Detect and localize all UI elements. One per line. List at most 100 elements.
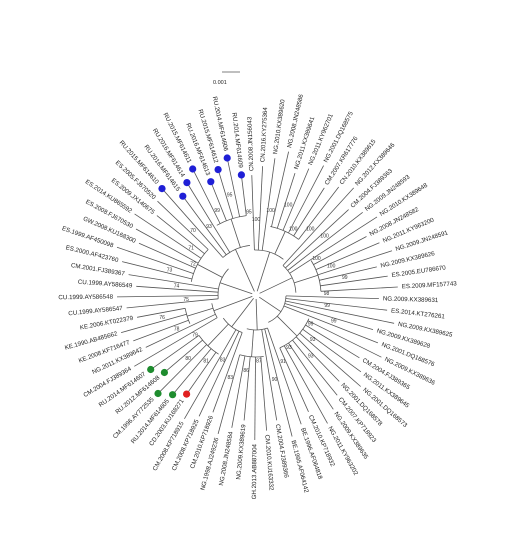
subclade-arc <box>270 226 299 240</box>
leaf-branch <box>313 236 367 265</box>
red-marker <box>183 390 191 398</box>
leaf-label: NG.2009.KX389619 <box>235 424 247 480</box>
tree-leaves: CN.2008.JN156043 CN.2016.KY275364 NG.2010.… <box>58 93 457 499</box>
leaf-branch <box>155 344 207 396</box>
leaf-label: CM.2001.FJ389367 <box>70 262 125 278</box>
leaf-branch <box>184 329 237 420</box>
leaf-branch <box>135 228 199 264</box>
leaf-branch <box>184 179 231 253</box>
scale-bar-label: 0.001 <box>213 80 227 86</box>
clade-arc <box>217 268 229 299</box>
clade-stem <box>219 282 253 295</box>
clade-arc <box>282 265 297 293</box>
leaf-branch <box>240 171 247 216</box>
subclade-arc <box>216 215 247 226</box>
bootstrap-label: 87 <box>256 359 262 365</box>
leaf-branch <box>284 303 374 330</box>
subclade-arc <box>239 354 264 358</box>
blue-marker <box>207 178 215 186</box>
blue-marker <box>183 179 191 187</box>
subclade-stem <box>251 329 254 357</box>
leaf-branch <box>298 186 340 240</box>
leaf-label: KE.2006.KT022379 <box>79 315 134 332</box>
bootstrap-label: 93 <box>310 337 316 343</box>
leaf-branch <box>283 345 328 424</box>
bootstrap-label: 83 <box>228 375 234 381</box>
bootstrap-label: 100 <box>327 264 336 270</box>
clade-arc <box>268 295 287 323</box>
subclade-arc <box>310 260 322 292</box>
leaf-branch <box>307 320 382 358</box>
leaf-branch <box>315 242 380 270</box>
leaf-branch <box>116 246 194 274</box>
leaf-label: RU.2015.MF614611 <box>162 112 193 165</box>
leaf-branch <box>292 339 338 396</box>
bootstrap-label: 83 <box>220 357 226 363</box>
green-marker <box>154 389 162 398</box>
bootstrap-label: 91 <box>280 359 286 365</box>
leaf-label: NG.2008.JN248584 <box>218 431 235 487</box>
leaf-label: ES.2014.KT276261 <box>391 307 446 320</box>
clade-stem <box>259 277 293 294</box>
bootstrap-label: 100 <box>312 256 321 262</box>
clade-stem <box>235 249 255 292</box>
bootstrap-label: 86 <box>243 368 249 374</box>
leaf-branch <box>288 165 324 234</box>
leaf-branch <box>136 285 219 293</box>
leaf-branch <box>287 211 363 271</box>
leaf-branch <box>116 295 219 298</box>
leaf-branch <box>279 347 309 412</box>
leaf-branch <box>317 250 393 276</box>
leaf-label: RU.2014.MF614609 <box>230 112 244 169</box>
tree-branches <box>116 151 398 441</box>
leaf-branch <box>320 286 398 292</box>
leaf-branch <box>212 332 243 413</box>
leaf-label: CM.2004.FJ389366 <box>274 424 290 479</box>
blue-marker <box>179 192 187 200</box>
bootstrap-label: 72 <box>190 262 196 268</box>
clade-stem <box>259 296 282 313</box>
bootstrap-label: 75 <box>183 297 189 303</box>
leaf-branch <box>217 354 241 435</box>
leaf-branch <box>261 158 276 251</box>
subclade-stem <box>187 307 214 317</box>
leaf-branch <box>159 186 224 258</box>
bootstrap-label: 73 <box>167 268 173 274</box>
leaf-branch <box>243 356 251 421</box>
leaf-branch <box>138 242 196 269</box>
leaf-branch <box>295 336 340 382</box>
blue-marker <box>223 154 231 162</box>
subclade-arc <box>279 318 310 349</box>
leaf-branch <box>285 295 379 299</box>
leaf-label: CN.2008.JN156043 <box>246 116 255 171</box>
leaf-branch <box>289 216 378 274</box>
leaf-branch <box>282 168 310 231</box>
leaf-branch <box>285 209 349 269</box>
leaf-branch <box>134 317 218 367</box>
bootstrap-label: 93 <box>308 353 314 359</box>
scale-bar: 0.001 <box>213 71 240 86</box>
subclade-stem <box>197 264 223 278</box>
leaf-branch <box>299 332 361 387</box>
clade-arc <box>254 249 284 260</box>
bootstrap-label: 81 <box>203 359 209 365</box>
leaf-branch <box>145 313 216 348</box>
green-marker <box>160 368 168 377</box>
green-marker <box>169 391 177 399</box>
leaf-branch <box>122 261 193 280</box>
blue-marker <box>189 165 197 173</box>
clade-stem <box>213 296 253 312</box>
bootstrap-label: 99 <box>214 208 220 214</box>
leaf-label: ES.2005.EU786670 <box>391 264 447 279</box>
clade-stem <box>231 297 254 328</box>
bootstrap-label: 100 <box>284 202 293 208</box>
leaf-branch <box>184 352 217 397</box>
subclade-stem <box>274 231 286 255</box>
bootstrap-label: 99 <box>324 303 330 309</box>
leaf-label: NG.2010.KX389620 <box>272 98 287 154</box>
blue-marker <box>237 171 245 179</box>
bootstrap-label: 95 <box>246 210 252 216</box>
clade-arc <box>211 303 218 318</box>
leaf-branch <box>302 328 362 373</box>
